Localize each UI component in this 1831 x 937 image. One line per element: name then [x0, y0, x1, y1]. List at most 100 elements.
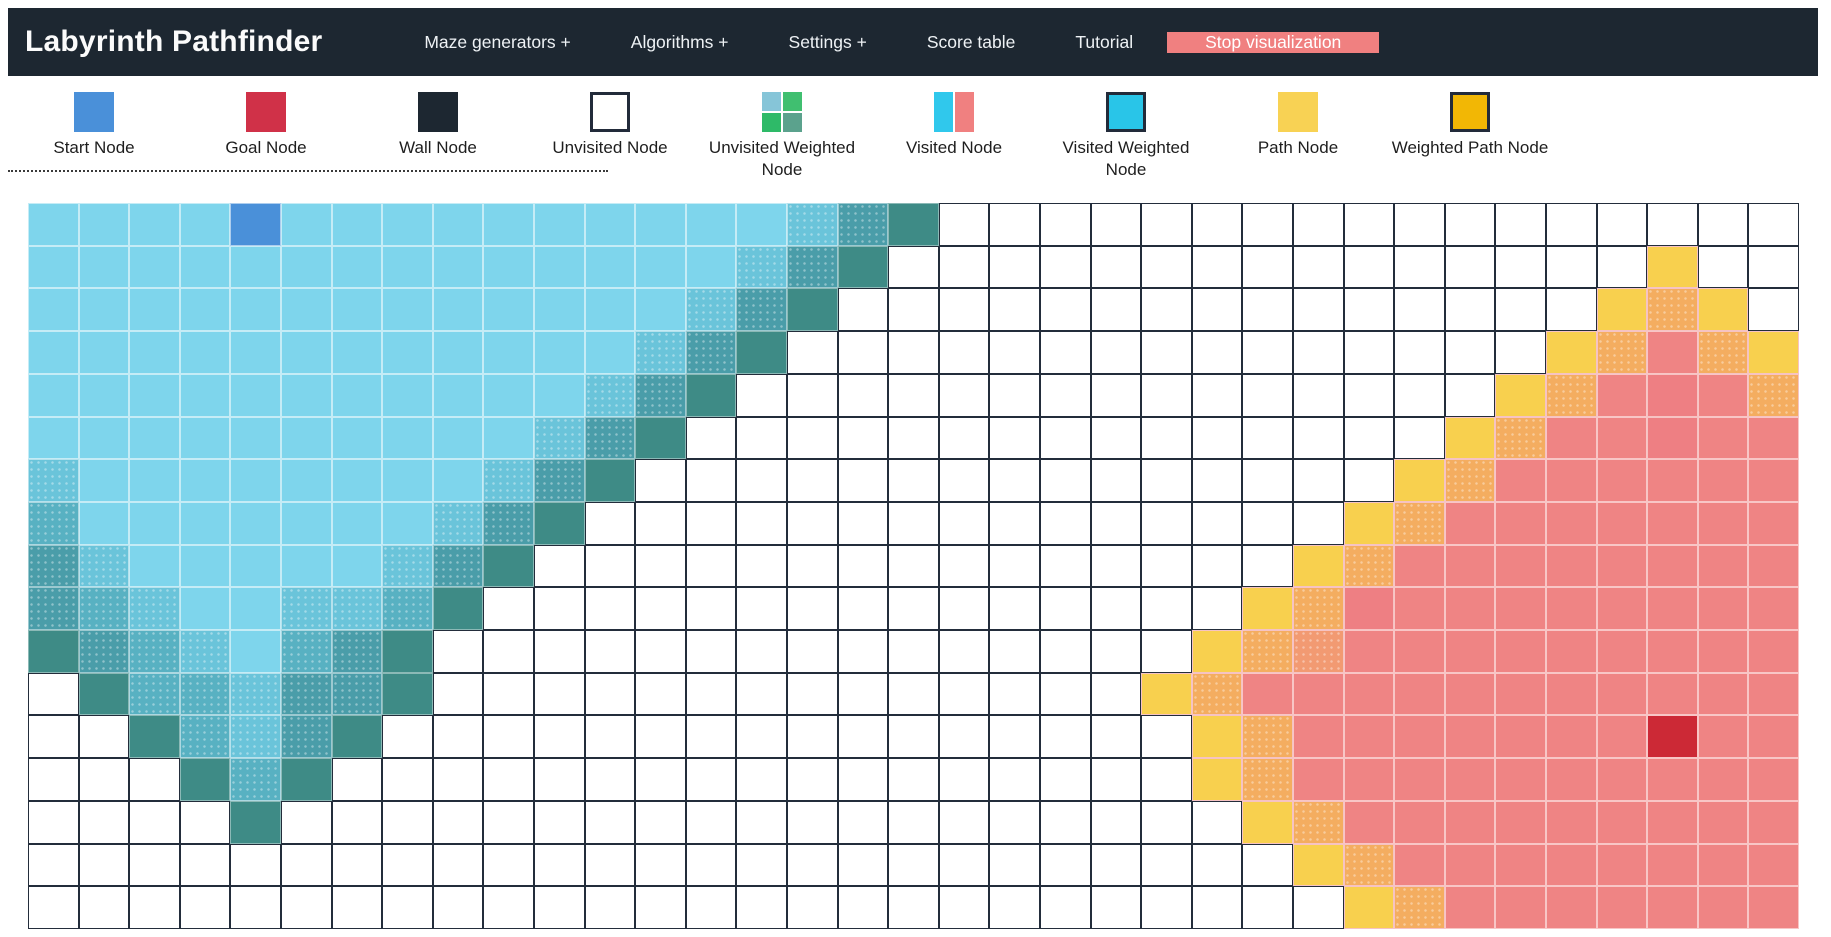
- grid-cell[interactable]: [989, 459, 1040, 502]
- grid-cell[interactable]: [736, 587, 787, 631]
- grid-cell[interactable]: [483, 288, 534, 332]
- grid-cell[interactable]: [179, 758, 231, 801]
- grid-cell[interactable]: [837, 331, 889, 374]
- grid-cell[interactable]: [1343, 373, 1395, 417]
- grid-cell[interactable]: [179, 373, 231, 417]
- grid-cell[interactable]: [533, 501, 585, 545]
- grid-cell[interactable]: [1292, 630, 1344, 673]
- grid-cell[interactable]: [938, 886, 990, 929]
- grid-cell[interactable]: [28, 501, 79, 545]
- grid-cell[interactable]: [432, 630, 484, 673]
- grid-cell[interactable]: [78, 715, 130, 759]
- grid-cell[interactable]: [129, 245, 180, 289]
- grid-cell[interactable]: [280, 416, 332, 460]
- grid-cell[interactable]: [1242, 373, 1293, 417]
- grid-cell[interactable]: [1090, 587, 1142, 631]
- grid-cell[interactable]: [1647, 587, 1698, 631]
- grid-cell[interactable]: [533, 587, 585, 631]
- grid-cell[interactable]: [1242, 203, 1293, 246]
- grid-cell[interactable]: [1596, 203, 1648, 246]
- grid-cell[interactable]: [1647, 373, 1698, 417]
- grid-cell[interactable]: [938, 203, 990, 246]
- grid-cell[interactable]: [1596, 331, 1648, 374]
- grid-cell[interactable]: [483, 416, 534, 460]
- grid-cell[interactable]: [1596, 758, 1648, 801]
- grid-cell[interactable]: [1697, 245, 1749, 289]
- grid-cell[interactable]: [1495, 758, 1546, 801]
- grid-cell[interactable]: [1191, 886, 1243, 929]
- grid-cell[interactable]: [1444, 587, 1496, 631]
- grid-cell[interactable]: [1545, 459, 1597, 502]
- grid-cell[interactable]: [533, 843, 585, 887]
- grid-cell[interactable]: [1090, 715, 1142, 759]
- grid-cell[interactable]: [584, 416, 636, 460]
- grid-cell[interactable]: [989, 203, 1040, 246]
- grid-cell[interactable]: [1647, 416, 1698, 460]
- grid-cell[interactable]: [179, 843, 231, 887]
- grid-cell[interactable]: [685, 544, 737, 588]
- grid-cell[interactable]: [483, 843, 534, 887]
- grid-cell[interactable]: [280, 715, 332, 759]
- grid-cell[interactable]: [1343, 800, 1395, 844]
- grid-cell[interactable]: [1242, 288, 1293, 332]
- grid-cell[interactable]: [1292, 544, 1344, 588]
- grid-cell[interactable]: [533, 203, 585, 246]
- grid-cell[interactable]: [635, 544, 686, 588]
- grid-cell[interactable]: [1748, 843, 1799, 887]
- grid-cell[interactable]: [584, 715, 636, 759]
- grid-cell[interactable]: [1292, 331, 1344, 374]
- grid-cell[interactable]: [1495, 587, 1546, 631]
- grid-cell[interactable]: [483, 715, 534, 759]
- grid-cell[interactable]: [230, 331, 281, 374]
- grid-cell[interactable]: [837, 501, 889, 545]
- grid-cell[interactable]: [584, 501, 636, 545]
- grid-cell[interactable]: [1141, 800, 1192, 844]
- grid-cell[interactable]: [432, 715, 484, 759]
- grid-cell[interactable]: [584, 203, 636, 246]
- grid-cell[interactable]: [1444, 373, 1496, 417]
- grid-cell[interactable]: [685, 886, 737, 929]
- grid-cell[interactable]: [786, 544, 838, 588]
- grid-cell[interactable]: [533, 886, 585, 929]
- grid-cell[interactable]: [1343, 758, 1395, 801]
- grid-cell[interactable]: [1394, 501, 1445, 545]
- grid-cell[interactable]: [1596, 843, 1648, 887]
- grid-cell[interactable]: [331, 544, 383, 588]
- grid-cell[interactable]: [989, 672, 1040, 716]
- grid-cell[interactable]: [382, 459, 433, 502]
- grid-cell[interactable]: [230, 758, 281, 801]
- grid-cell[interactable]: [382, 886, 433, 929]
- grid-cell[interactable]: [736, 245, 787, 289]
- grid-cell[interactable]: [635, 373, 686, 417]
- grid-cell[interactable]: [129, 843, 180, 887]
- grid-cell[interactable]: [129, 416, 180, 460]
- grid-cell[interactable]: [584, 672, 636, 716]
- grid-cell[interactable]: [1444, 544, 1496, 588]
- grid-cell[interactable]: [1495, 630, 1546, 673]
- grid-cell[interactable]: [837, 203, 889, 246]
- grid-cell[interactable]: [28, 672, 79, 716]
- grid-cell[interactable]: [1343, 331, 1395, 374]
- grid-cell[interactable]: [382, 758, 433, 801]
- grid-cell[interactable]: [1697, 288, 1749, 332]
- grid-cell[interactable]: [382, 843, 433, 887]
- grid-cell[interactable]: [736, 288, 787, 332]
- grid-cell[interactable]: [786, 886, 838, 929]
- grid-cell[interactable]: [1242, 245, 1293, 289]
- grid-cell[interactable]: [129, 886, 180, 929]
- grid-cell[interactable]: [1748, 800, 1799, 844]
- grid-cell[interactable]: [331, 886, 383, 929]
- grid-cell[interactable]: [1394, 331, 1445, 374]
- grid-cell[interactable]: [129, 373, 180, 417]
- grid-cell[interactable]: [1292, 886, 1344, 929]
- grid-cell[interactable]: [888, 245, 939, 289]
- grid-cell[interactable]: [1596, 672, 1648, 716]
- grid-cell[interactable]: [1495, 715, 1546, 759]
- grid-cell[interactable]: [1394, 587, 1445, 631]
- grid-cell[interactable]: [1191, 843, 1243, 887]
- grid-cell[interactable]: [280, 843, 332, 887]
- grid-cell[interactable]: [837, 288, 889, 332]
- grid-cell[interactable]: [280, 587, 332, 631]
- grid-cell[interactable]: [1141, 886, 1192, 929]
- grid-cell[interactable]: [129, 630, 180, 673]
